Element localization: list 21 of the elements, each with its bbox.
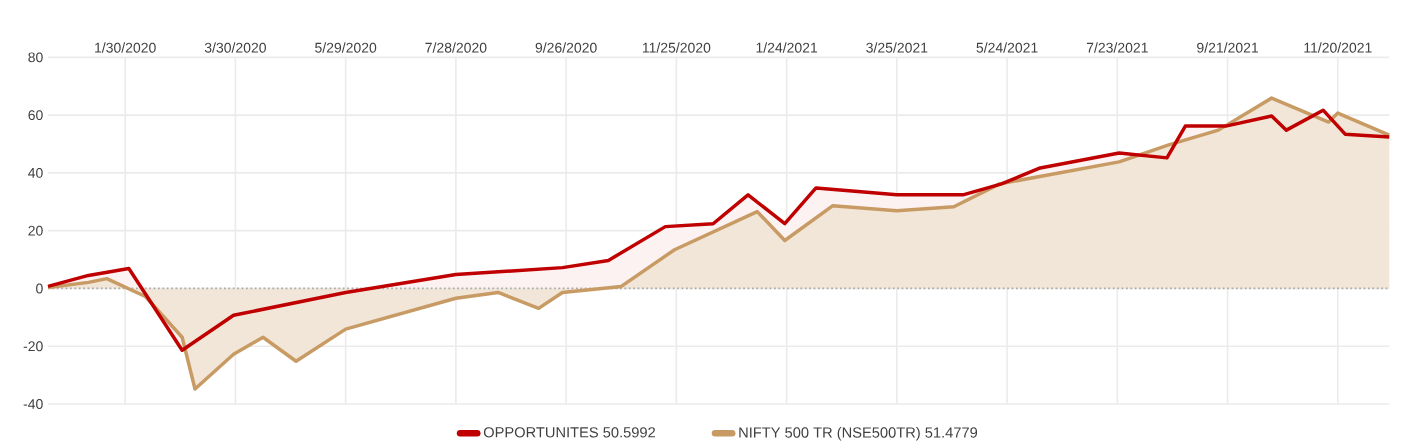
x-tick-label: 3/30/2020 <box>204 42 266 53</box>
y-tick-label: 0 <box>36 283 43 294</box>
y-tick-label: 60 <box>28 110 43 121</box>
y-tick-label: -40 <box>23 399 43 409</box>
x-tick-label: 1/30/2020 <box>95 42 156 53</box>
y-tick-label: -20 <box>23 341 43 352</box>
y-tick-label: 80 <box>28 52 43 63</box>
x-tick-label: 11/25/2020 <box>642 42 711 53</box>
x-tick-label: 7/23/2021 <box>1086 42 1148 53</box>
x-tick-label: 5/29/2020 <box>315 42 377 53</box>
x-tick-label: 7/28/2020 <box>425 42 487 53</box>
x-tick-label: 3/25/2021 <box>866 42 928 53</box>
x-tick-label: 9/26/2020 <box>535 42 597 53</box>
x-tick-label: 9/21/2021 <box>1197 42 1259 53</box>
legend-label: OPPORTUNITES 50.5992 <box>483 427 655 438</box>
x-tick-label: 5/24/2021 <box>976 42 1038 53</box>
x-tick-label: 1/24/2021 <box>756 42 818 53</box>
y-tick-label: 40 <box>28 167 43 178</box>
legend-label: NIFTY 500 TR (NSE500TR) 51.4779 <box>739 426 978 441</box>
y-tick-label: 20 <box>28 225 43 236</box>
x-tick-label: 11/20/2021 <box>1304 42 1372 53</box>
